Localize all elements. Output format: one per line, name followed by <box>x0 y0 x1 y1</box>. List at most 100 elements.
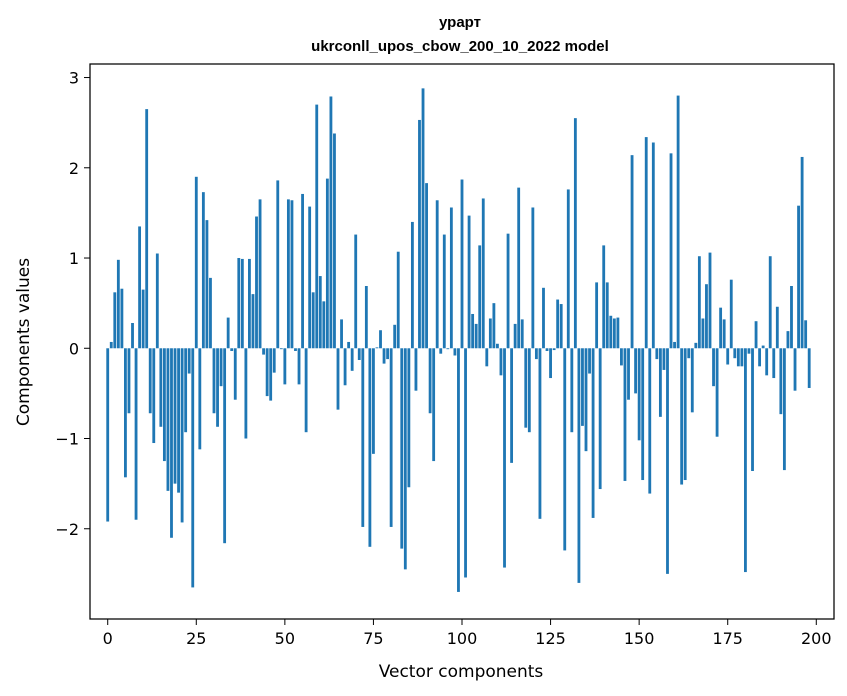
bar-167 <box>697 256 701 349</box>
bars-group <box>106 88 811 592</box>
bar-40 <box>248 258 251 349</box>
bar-184 <box>758 348 762 367</box>
bar-13 <box>152 348 156 444</box>
bar-75 <box>372 348 375 454</box>
bar-92 <box>432 348 436 462</box>
bar-191 <box>782 348 786 471</box>
bar-130 <box>566 189 570 349</box>
chart-title-line-1: урарт <box>439 14 481 31</box>
bar-110 <box>496 343 499 349</box>
bar-98 <box>453 348 457 356</box>
bar-195 <box>797 205 800 349</box>
bar-145 <box>620 348 623 366</box>
bar-180 <box>744 348 747 573</box>
bar-183 <box>754 321 758 349</box>
bar-126 <box>552 348 556 351</box>
bar-14 <box>155 253 159 349</box>
bar-30 <box>212 348 216 414</box>
bar-186 <box>765 348 769 376</box>
bar-163 <box>683 348 687 481</box>
bar-173 <box>719 307 723 349</box>
bar-37 <box>237 258 241 349</box>
bar-139 <box>598 348 602 490</box>
bar-32 <box>219 348 223 387</box>
bar-2 <box>113 292 117 349</box>
bar-73 <box>364 286 368 349</box>
bar-59 <box>315 104 319 349</box>
bar-16 <box>162 348 166 462</box>
x-tick-label: 75 <box>363 629 383 648</box>
bar-154 <box>651 142 655 349</box>
y-tick-label: 2 <box>69 159 79 178</box>
bar-71 <box>357 348 361 360</box>
bar-118 <box>524 348 528 428</box>
bar-79 <box>386 348 390 360</box>
x-tick-label: 0 <box>103 629 113 648</box>
bar-132 <box>573 118 577 349</box>
bar-131 <box>570 348 574 433</box>
bar-128 <box>559 304 563 349</box>
bar-19 <box>173 348 177 484</box>
bar-127 <box>556 299 560 349</box>
bar-151 <box>641 348 645 481</box>
bar-187 <box>768 256 772 349</box>
bar-153 <box>648 348 652 494</box>
bar-188 <box>772 348 776 379</box>
bar-69 <box>350 348 354 371</box>
bar-53 <box>294 348 297 351</box>
bar-193 <box>790 286 793 349</box>
bar-88 <box>418 119 421 349</box>
bar-24 <box>191 348 195 588</box>
bar-112 <box>503 348 506 568</box>
bar-138 <box>595 282 599 349</box>
bar-3 <box>116 259 120 349</box>
bar-158 <box>666 348 669 574</box>
bar-120 <box>531 207 535 349</box>
bar-144 <box>616 317 620 349</box>
bar-149 <box>634 348 638 394</box>
bar-129 <box>563 348 567 551</box>
bar-20 <box>177 348 180 493</box>
bar-116 <box>517 187 521 349</box>
bar-78 <box>382 348 386 364</box>
x-tick-label: 200 <box>801 629 832 648</box>
bar-17 <box>166 348 170 491</box>
bar-113 <box>506 233 510 349</box>
bar-122 <box>538 348 542 519</box>
bar-61 <box>322 301 326 349</box>
bar-99 <box>457 348 460 592</box>
bar-189 <box>775 306 779 349</box>
bar-55 <box>301 193 304 349</box>
bar-84 <box>403 348 407 570</box>
x-axis-label: Vector components <box>379 662 544 682</box>
bar-9 <box>138 226 142 349</box>
bar-39 <box>244 348 248 439</box>
bar-82 <box>396 251 400 349</box>
bar-162 <box>680 348 684 485</box>
bar-159 <box>669 153 673 349</box>
bar-119 <box>527 348 531 433</box>
bar-124 <box>545 348 549 351</box>
bar-35 <box>230 348 234 351</box>
bar-102 <box>467 215 471 349</box>
bar-109 <box>492 303 496 349</box>
y-tick-label: −2 <box>55 520 79 539</box>
bar-160 <box>673 341 676 349</box>
bar-56 <box>304 348 308 433</box>
bar-83 <box>400 348 404 549</box>
bar-179 <box>740 348 744 367</box>
x-tick-label: 100 <box>447 629 478 648</box>
bar-49 <box>279 348 283 350</box>
bar-140 <box>602 245 606 349</box>
y-tick-label: 0 <box>69 339 79 358</box>
bar-181 <box>747 348 751 354</box>
bar-107 <box>485 348 489 367</box>
bar-42 <box>255 216 258 349</box>
bar-4 <box>120 288 124 349</box>
bar-58 <box>311 292 315 349</box>
bar-80 <box>389 348 393 527</box>
bar-172 <box>715 348 719 437</box>
bar-166 <box>694 342 698 349</box>
x-tick-label: 125 <box>535 629 566 648</box>
plot-area-frame <box>89 63 835 620</box>
